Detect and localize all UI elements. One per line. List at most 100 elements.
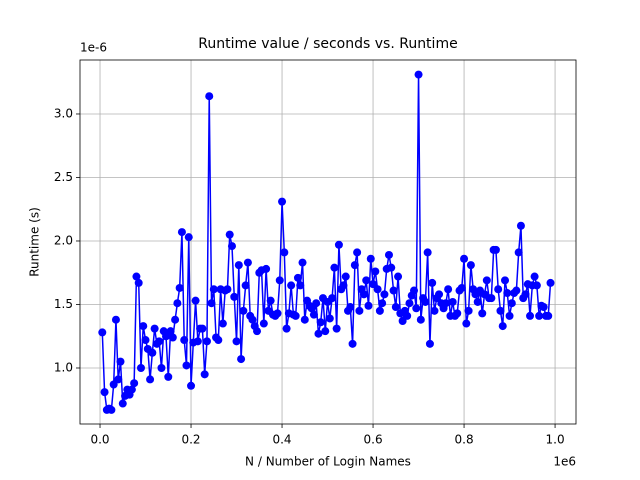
data-point: [375, 306, 384, 315]
data-point: [232, 337, 241, 346]
data-point: [464, 306, 473, 315]
data-point: [287, 281, 296, 290]
data-point: [173, 299, 182, 308]
data-point: [503, 289, 512, 298]
data-point: [200, 370, 209, 379]
data-point: [184, 233, 193, 242]
data-point: [168, 333, 177, 342]
data-point: [371, 267, 380, 276]
data-point: [148, 348, 157, 357]
data-point: [187, 381, 196, 390]
data-point: [339, 281, 348, 290]
data-point: [430, 306, 439, 315]
data-point: [378, 299, 387, 308]
data-point: [403, 311, 412, 320]
x-tick-label: 0.6: [364, 433, 383, 447]
data-point: [171, 315, 180, 324]
y-axis-label: Runtime (s): [28, 207, 42, 277]
data-point: [414, 70, 423, 79]
data-point: [282, 324, 291, 333]
data-point: [164, 372, 173, 381]
data-point: [366, 254, 375, 263]
data-point: [346, 303, 355, 312]
data-point: [278, 197, 287, 206]
data-point: [453, 309, 462, 318]
data-point: [114, 375, 123, 384]
data-point: [230, 292, 239, 301]
data-point: [325, 314, 334, 323]
data-point: [262, 264, 271, 273]
data-point: [416, 315, 425, 324]
data-point: [544, 311, 553, 320]
data-point: [526, 311, 535, 320]
data-point: [202, 337, 211, 346]
data-point: [462, 319, 471, 328]
x-tick-label: 0.4: [272, 433, 291, 447]
data-point: [394, 272, 403, 281]
data-point: [530, 272, 539, 281]
y-offset-label: 1e-6: [80, 41, 107, 55]
data-point: [116, 357, 125, 366]
data-point: [491, 245, 500, 254]
data-point: [405, 299, 414, 308]
data-point: [214, 336, 223, 345]
data-point: [296, 281, 305, 290]
data-point: [130, 379, 139, 388]
data-point: [448, 297, 457, 306]
data-point: [136, 363, 145, 372]
data-point: [300, 315, 309, 324]
data-point: [505, 311, 514, 320]
data-point: [334, 240, 343, 249]
data-point: [205, 92, 214, 101]
data-point: [373, 285, 382, 294]
data-point: [132, 272, 141, 281]
data-point: [364, 301, 373, 310]
data-point: [466, 261, 475, 270]
data-point: [412, 304, 421, 313]
y-tick-label: 2.5: [54, 170, 73, 184]
data-point: [275, 276, 284, 285]
data-point: [423, 248, 432, 257]
data-point: [253, 327, 262, 336]
data-point: [266, 296, 275, 305]
x-tick-label: 0.2: [181, 433, 200, 447]
data-point: [410, 286, 419, 295]
y-tick-label: 1.0: [54, 360, 73, 374]
data-point: [314, 329, 323, 338]
data-point: [218, 319, 227, 328]
data-point: [223, 285, 232, 294]
data-point: [460, 254, 469, 263]
data-point: [111, 315, 120, 324]
data-point: [193, 337, 202, 346]
data-point: [389, 286, 398, 295]
data-point: [387, 263, 396, 272]
data-point: [180, 336, 189, 345]
data-point: [175, 283, 184, 292]
data-point: [380, 290, 389, 299]
data-point: [350, 261, 359, 270]
data-point: [309, 310, 318, 319]
data-point: [384, 250, 393, 259]
data-point: [435, 290, 444, 299]
data-point: [225, 230, 234, 239]
x-tick-label: 0.0: [90, 433, 109, 447]
data-point: [150, 324, 159, 333]
data-point: [498, 322, 507, 331]
data-point: [227, 242, 236, 251]
data-point: [359, 290, 368, 299]
data-point: [521, 290, 530, 299]
data-point: [273, 309, 282, 318]
data-point: [293, 273, 302, 282]
data-point: [391, 303, 400, 312]
data-point: [487, 294, 496, 303]
data-point: [330, 263, 339, 272]
data-point: [332, 324, 341, 333]
data-point: [362, 276, 371, 285]
data-point: [155, 337, 164, 346]
data-point: [421, 297, 430, 306]
data-point: [514, 248, 523, 257]
x-offset-label: 1e6: [553, 455, 576, 469]
plot-frame: [79, 59, 577, 425]
data-point: [321, 327, 330, 336]
data-point: [259, 319, 268, 328]
